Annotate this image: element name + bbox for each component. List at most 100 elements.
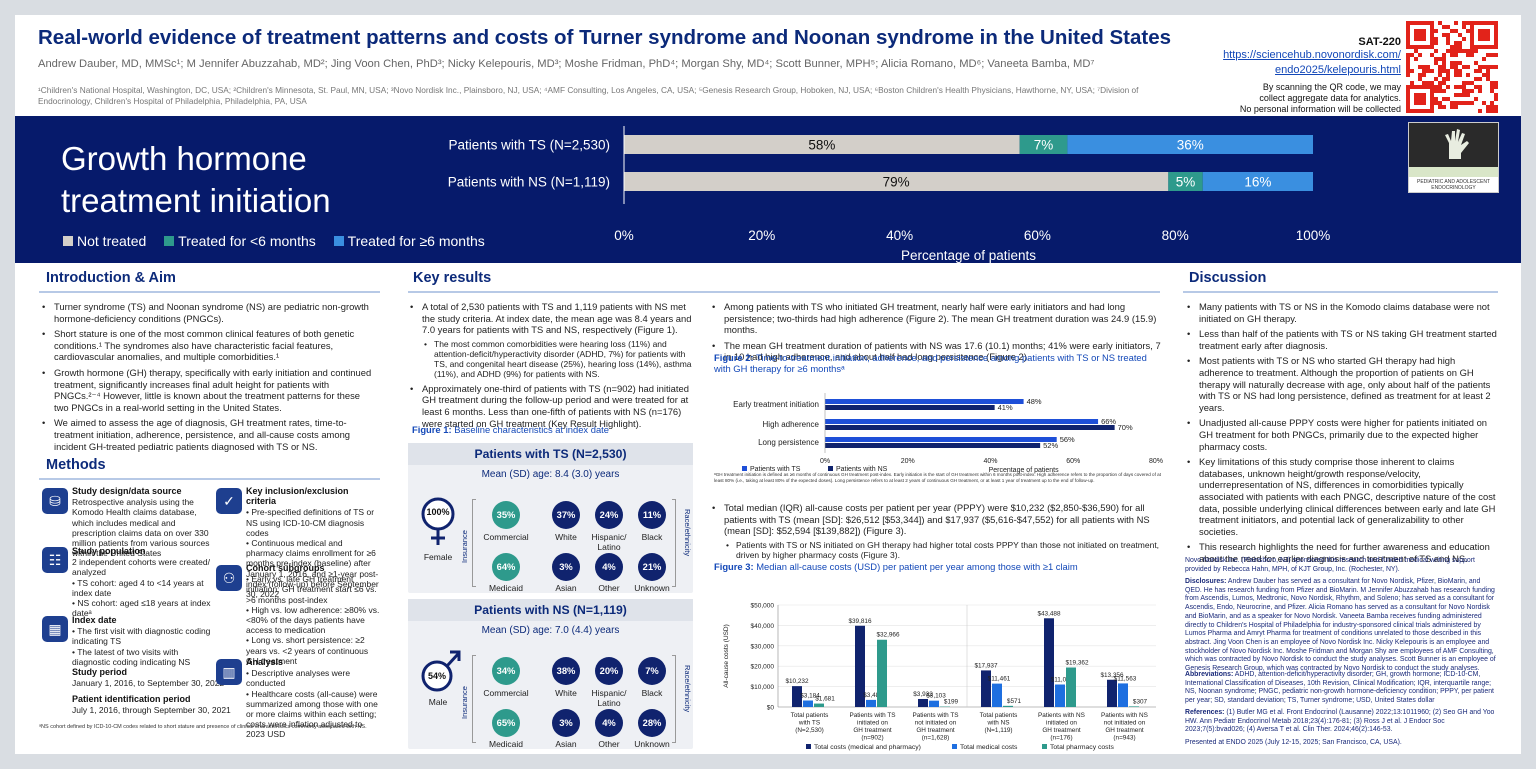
qr-module: [1418, 73, 1422, 77]
fig3-category-label: with TS: [798, 720, 820, 727]
qr-module: [1478, 85, 1482, 89]
qr-module: [1438, 65, 1442, 69]
qr-module: [1438, 105, 1442, 109]
qr-module: [1438, 69, 1442, 73]
qr-module: [1494, 81, 1498, 85]
method-title: Analysis: [246, 657, 284, 667]
method-study-population: Study population 2 independent cohorts w…: [72, 546, 215, 618]
fig3-bar-label: $10,232: [785, 678, 809, 685]
figure2-caption: Figure 2: Time-to-treatment initiation, …: [714, 352, 1147, 374]
qr-note-3: No personal information will be collecte…: [1239, 104, 1401, 114]
fig2-bar-label: 70%: [1118, 423, 1133, 432]
qr-module: [1446, 97, 1450, 101]
qr-finder-inner: [1414, 93, 1426, 105]
qr-module: [1454, 69, 1458, 73]
qr-module: [1490, 85, 1494, 89]
qr-module: [1406, 61, 1410, 65]
medicaid-label: Medicaid: [488, 583, 524, 593]
discussion-bullet: Key limitations of this study comprise t…: [1187, 456, 1499, 537]
qr-module: [1458, 93, 1462, 97]
fig2-x-tick: 20%: [901, 458, 915, 465]
qr-module: [1442, 57, 1446, 61]
ts-hispanic-circle: 24%: [595, 501, 623, 529]
qr-module: [1494, 105, 1498, 109]
method-title: Study design/data source: [72, 486, 182, 496]
qr-module: [1466, 49, 1470, 53]
poster-url-line1[interactable]: https://sciencehub.novonordisk.com/: [1223, 49, 1401, 61]
ns-hispanic-circle: 20%: [595, 657, 623, 685]
poster-title: Real-world evidence of treatment pattern…: [38, 26, 1172, 49]
fig1-ns-box: Patients with NS (N=1,119) Mean (SD) age…: [408, 599, 693, 749]
qr-module: [1410, 81, 1414, 85]
qr-module: [1486, 77, 1490, 81]
method-bullet: • The latest of two visits with diagnost…: [72, 646, 191, 667]
section-title-intro: Introduction & Aim: [46, 270, 176, 286]
band-x-tick: 20%: [748, 228, 775, 243]
qr-module: [1454, 93, 1458, 97]
poster-url-line2[interactable]: endo2025/kelepouris.html: [1275, 64, 1401, 76]
qr-module: [1458, 61, 1462, 65]
qr-module: [1406, 69, 1410, 73]
qr-module: [1466, 101, 1470, 105]
qr-module: [1482, 73, 1486, 77]
qr-module: [1406, 53, 1410, 57]
fig3-bar: [1044, 618, 1054, 707]
ns-unknown-circle: 28%: [638, 709, 666, 737]
qr-module: [1438, 73, 1442, 77]
legend-ge6: Treated for ≥6 months: [347, 233, 485, 249]
result-bullet: A total of 2,530 patients with TS and 1,…: [410, 301, 692, 379]
fig2-x-tick: 0%: [820, 458, 830, 465]
fig3-bar-label: $17,937: [974, 662, 998, 669]
fig3-bar-label: $199: [944, 699, 959, 706]
qr-finder-inner: [1414, 29, 1426, 41]
figure1-caption: Figure 1: Baseline characteristics at in…: [412, 424, 609, 435]
fig3-bar: [855, 625, 865, 707]
intro-text: Turner syndrome (TS) and Noonan syndrome…: [42, 301, 372, 456]
fig3-bar-label: $11,024: [1051, 677, 1074, 684]
affiliations: ¹Children's National Hospital, Washingto…: [38, 85, 1139, 106]
fig2-category-label: Long persistence: [758, 438, 819, 447]
journal-logo: PEDIATRIC AND ADOLESCENT ENDOCRINOLOGY: [1408, 122, 1499, 193]
fig2-bar-label: 52%: [1043, 441, 1058, 450]
qr-module: [1454, 45, 1458, 49]
qr-module: [1446, 49, 1450, 53]
qr-module: [1426, 81, 1430, 85]
method-study-period: Study period January 1, 2016, to Septemb…: [72, 667, 232, 688]
band-x-tick: 0%: [614, 228, 634, 243]
qr-module: [1458, 101, 1462, 105]
fig3-bar-label: $3,184: [800, 693, 820, 700]
qr-module: [1434, 41, 1438, 45]
band-bar-segment: [624, 135, 1020, 154]
qr-module: [1446, 69, 1450, 73]
fig3-y-tick: $10,000: [751, 684, 775, 691]
qr-module: [1418, 65, 1422, 69]
discussion-bullet: This research highlights the need for fu…: [1187, 541, 1499, 564]
fig3-y-tick: $30,000: [751, 643, 775, 650]
fig3-category-label: (N=2,530): [795, 727, 824, 734]
divider-methods: [39, 478, 380, 480]
fig3-bar: [1129, 706, 1139, 707]
fig1-ns-age: Mean (SD) age: 7.0 (4.4) years: [481, 625, 620, 636]
divider-key-results: [408, 291, 1160, 293]
fig1-ts-box: Patients with TS (N=2,530) Mean (SD) age…: [408, 443, 693, 593]
fig1-ns-sex-pct: 54%: [427, 671, 446, 681]
qr-module: [1474, 77, 1478, 81]
qr-module: [1438, 85, 1442, 89]
fig3-category-label: Patients with TS: [849, 712, 895, 719]
qr-module: [1482, 57, 1486, 61]
fig3-bar: [814, 703, 824, 707]
method-title: Patient identification period: [72, 694, 191, 704]
highlight-band: Growth hormone treatment initiation Not …: [15, 116, 1521, 263]
qr-code-icon[interactable]: [1406, 21, 1498, 113]
legend-swatch-ge6: [333, 236, 344, 246]
qr-module: [1434, 57, 1438, 61]
ns-black-circle: 7%: [638, 657, 666, 685]
race-axis-label: Race/ethnicity: [683, 509, 692, 557]
fig2-bar-label: 56%: [1060, 435, 1075, 444]
method-criteria: Key inclusion/exclusion criteria • Pre-s…: [246, 486, 381, 599]
qr-module: [1458, 33, 1462, 37]
fig3-category-label: with NS: [986, 720, 1009, 727]
fig3-bar-label: $11,563: [1114, 675, 1137, 682]
male-icon: [421, 650, 461, 692]
qr-module: [1450, 49, 1454, 53]
